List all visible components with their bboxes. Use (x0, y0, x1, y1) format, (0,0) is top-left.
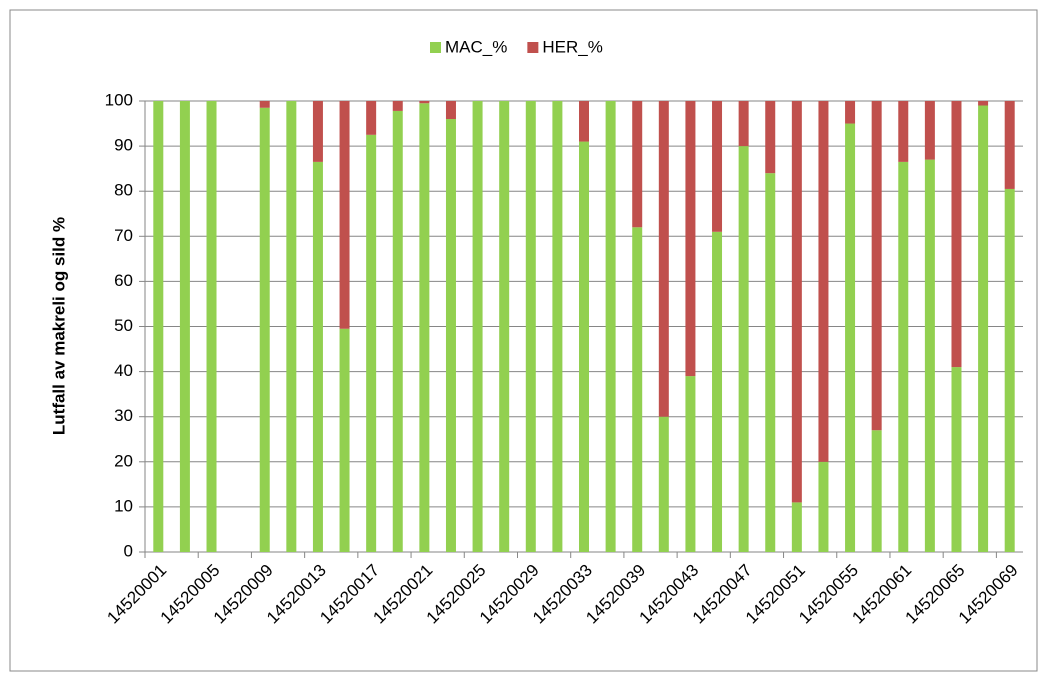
y-tick-label: 0 (124, 541, 133, 560)
y-tick-label: 70 (114, 226, 133, 245)
bar-segment (525, 101, 536, 552)
bar-segment (366, 134, 377, 552)
bar-segment (978, 101, 989, 106)
bar-segment (738, 101, 749, 147)
bar-segment (605, 101, 616, 552)
bar-segment (845, 101, 856, 124)
bar-segment (312, 101, 323, 162)
legend-swatch (527, 42, 539, 53)
bar-segment (366, 101, 377, 135)
bar-segment (153, 101, 164, 552)
bar-segment (552, 101, 563, 552)
y-tick-label: 10 (114, 496, 133, 515)
bar-segment (871, 430, 882, 552)
bar-segment (658, 101, 669, 417)
bar-segment (419, 101, 430, 104)
bar-segment (924, 101, 935, 160)
y-tick-label: 100 (105, 90, 133, 109)
bar-segment (339, 101, 350, 329)
bar-segment (419, 103, 430, 552)
bar-segment (845, 123, 856, 553)
bar-segment (871, 101, 882, 431)
bar-segment (898, 101, 909, 162)
bar-segment (259, 101, 270, 108)
bar-segment (765, 173, 776, 552)
bar-segment (499, 101, 510, 552)
y-tick-label: 20 (114, 451, 133, 470)
bar-segment (632, 101, 643, 228)
bar-segment (818, 101, 829, 462)
bar-segment (712, 101, 723, 232)
bar-segment (445, 101, 456, 120)
y-tick-label: 50 (114, 316, 133, 335)
y-tick-label: 30 (114, 406, 133, 425)
bar-segment (898, 161, 909, 552)
legend-label: HER_% (542, 37, 602, 56)
bar-segment (685, 101, 696, 377)
bar-segment (579, 101, 589, 142)
y-tick-label: 80 (114, 181, 133, 200)
legend-swatch (430, 42, 441, 53)
bar-segment (978, 105, 989, 552)
bar-segment (392, 101, 403, 111)
bar-segment (206, 101, 217, 552)
bar-segment (712, 231, 723, 553)
bar-segment (818, 461, 829, 552)
bar-segment (286, 101, 297, 552)
bar-segment (392, 110, 403, 552)
bar-segment (951, 101, 962, 368)
bar-segment (738, 146, 749, 552)
y-tick-label: 90 (114, 136, 133, 155)
bar-segment (445, 119, 456, 552)
bar-segment (791, 502, 802, 552)
bar-segment (579, 141, 589, 552)
bar-segment (924, 159, 935, 552)
y-tick-label: 40 (114, 361, 133, 380)
bar-segment (951, 367, 962, 552)
bar-segment (658, 416, 669, 552)
bar-segment (1004, 101, 1015, 189)
bar-segment (312, 161, 323, 552)
bar-segment (259, 107, 270, 552)
bar-segment (472, 101, 483, 552)
bar-segment (1004, 188, 1015, 552)
bar-segment (632, 227, 643, 552)
y-tick-label: 60 (114, 271, 133, 290)
bar-segment (339, 328, 350, 552)
bar-segment (765, 101, 776, 174)
bar-segment (685, 376, 696, 552)
bar-segment (791, 101, 802, 503)
bar-segment (179, 101, 190, 552)
y-axis-title: Lutfall av makreli og sild % (49, 217, 68, 435)
legend-label: MAC_% (445, 37, 507, 56)
